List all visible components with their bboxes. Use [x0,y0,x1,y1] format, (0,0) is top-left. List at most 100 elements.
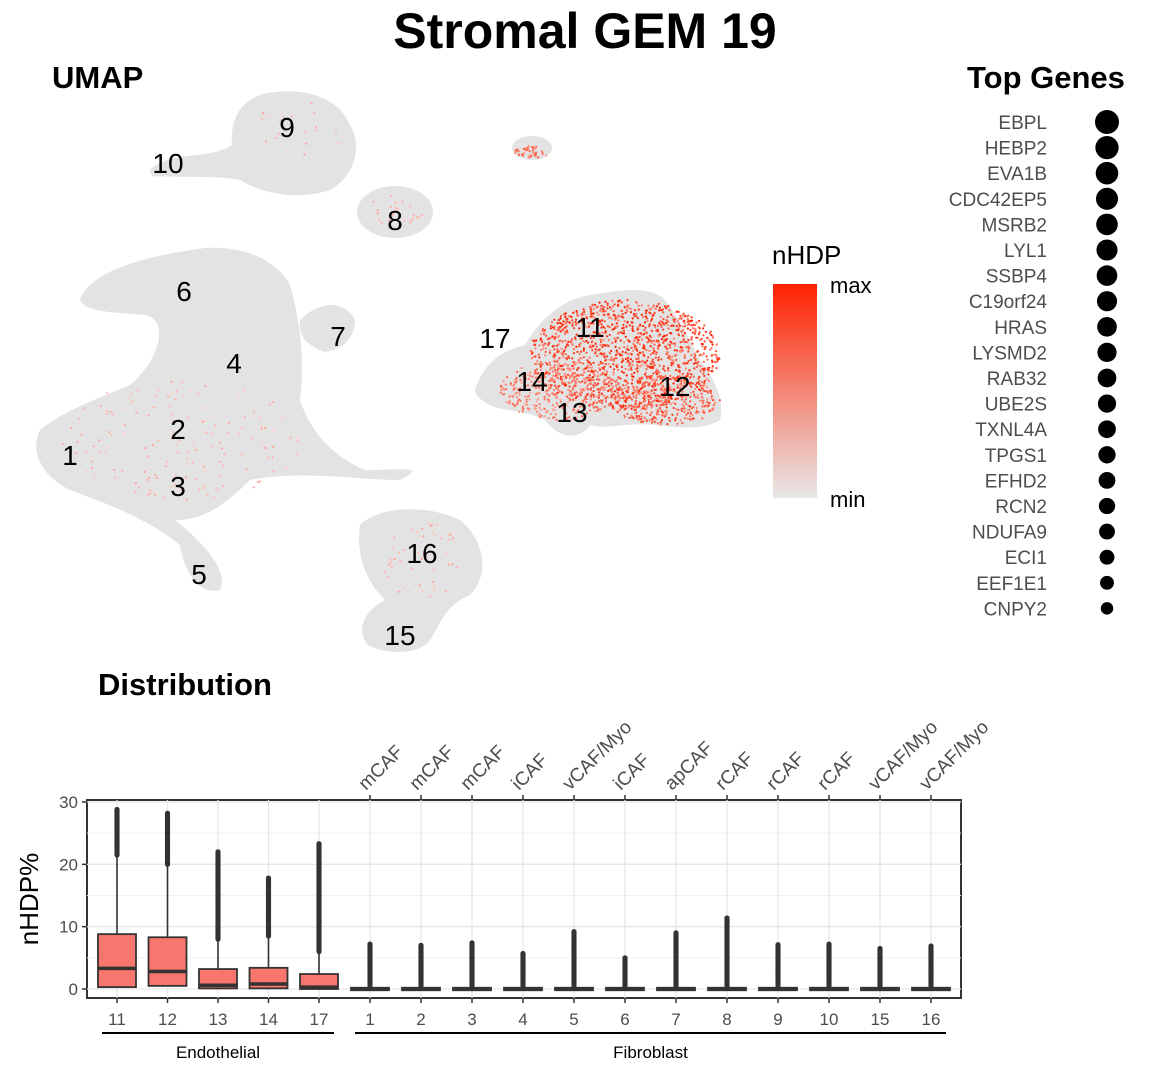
umap-point [80,433,83,436]
umap-point [654,371,658,374]
umap-point [680,393,683,396]
umap-point [526,407,530,410]
umap-point [612,373,615,376]
umap-island-15-16 [359,509,483,652]
umap-point [668,419,671,422]
umap-point [560,322,563,325]
umap-point [707,404,710,407]
gene-label: LYSMD2 [972,343,1047,364]
umap-point [576,314,579,317]
umap-point [296,439,299,443]
umap-point [624,404,627,407]
umap-point [646,365,649,368]
umap-point [518,398,521,401]
umap-point [653,392,656,395]
umap-point [547,383,550,387]
umap-point [516,400,520,403]
umap-point [237,393,240,396]
umap-point [581,340,585,343]
umap-point [657,341,660,345]
umap-point [393,536,396,539]
umap-point [618,299,621,302]
umap-point [542,347,545,350]
umap-point [378,218,381,221]
umap-point [589,409,592,412]
umap-point [623,396,626,399]
umap-point [590,366,593,369]
umap-point [592,312,595,315]
umap-point [583,340,586,343]
umap-point [580,357,583,360]
gene-dot [1097,342,1117,362]
umap-point [595,345,598,348]
umap-point [564,326,567,329]
gene-dot [1095,187,1119,210]
umap-point [538,376,542,379]
umap-point [585,376,588,379]
umap-point [659,408,662,411]
umap-point [698,375,701,379]
umap-point [615,357,618,360]
umap-point [675,358,678,361]
umap-point [267,115,270,118]
umap-point [642,405,645,408]
umap-point [655,378,658,381]
umap-point [259,480,262,483]
outlier-point [265,875,272,881]
umap-point [109,434,112,437]
umap-point [564,339,567,342]
umap-point [535,363,538,366]
umap-point [664,389,667,392]
umap-point [580,390,583,393]
umap-point [565,395,569,398]
umap-point [584,378,587,381]
umap-point [415,575,418,578]
umap-point [543,372,546,375]
umap-point [596,370,599,374]
umap-point [176,451,179,454]
umap-point [420,214,424,217]
umap-point [621,357,624,360]
umap-point [603,381,606,384]
umap-point [706,398,709,401]
umap-point [692,362,696,365]
umap-point [651,420,654,423]
umap-point [577,321,580,324]
umap-point [670,393,673,396]
umap-point [557,372,561,375]
umap-point [628,324,632,327]
umap-point [447,563,450,566]
umap-point [565,357,569,360]
umap-point [592,405,595,408]
umap-point [652,417,655,420]
umap-point [568,374,572,378]
umap-point [654,307,657,310]
umap-point [538,356,541,359]
y-tick-label: 0 [69,980,78,999]
umap-point [527,154,530,158]
umap-point [686,315,689,318]
umap-point [573,391,576,394]
umap-point [607,363,610,366]
umap-point [668,378,672,381]
umap-point [531,151,535,154]
umap-point [606,307,609,310]
umap-point [591,303,594,306]
umap-point [204,385,207,388]
umap-point [633,314,636,318]
umap-point [668,401,671,404]
umap-point [174,474,177,477]
umap-point [147,476,150,480]
umap-point [601,345,604,349]
umap-point [667,416,671,420]
umap-point [683,405,686,408]
umap-point [712,407,715,410]
umap-point [635,315,638,318]
umap-point [499,391,502,394]
umap-point [645,406,648,409]
x-tick-label: 4 [518,1010,527,1029]
umap-point [243,416,246,419]
umap-point [679,419,682,422]
umap-point [626,352,630,356]
